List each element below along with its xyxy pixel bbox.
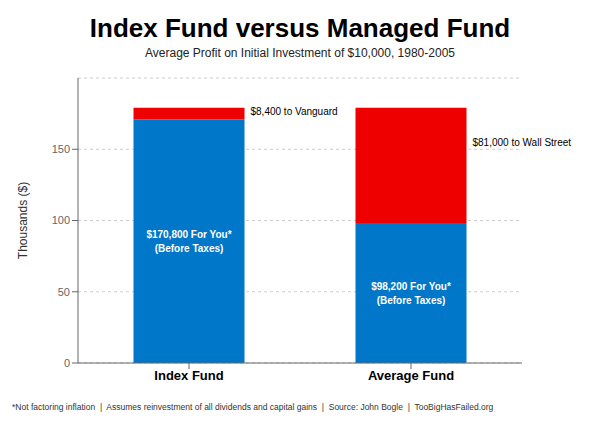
svg-text:$8,400 to Vanguard: $8,400 to Vanguard [251, 106, 338, 117]
svg-text:$98,200 For You*(Before Taxes): $98,200 For You*(Before Taxes) [371, 281, 451, 306]
svg-text:150: 150 [52, 143, 70, 155]
svg-text:100: 100 [52, 214, 70, 226]
svg-text:50: 50 [58, 286, 70, 298]
svg-text:0: 0 [64, 357, 70, 369]
svg-text:Index Fund: Index Fund [154, 368, 223, 383]
html-text:*Not factoring inflation | Ass: *Not factoring inflation | Assumes reinv… [12, 402, 494, 412]
svg-text:Average Fund: Average Fund [368, 368, 454, 383]
html-text:Index Fund versus Managed Fund: Index Fund versus Managed Fund [89, 13, 511, 43]
html-text:Average Profit on Initial Inve: Average Profit on Initial Investment of … [145, 46, 455, 60]
svg-text:Thousands ($): Thousands ($) [16, 182, 30, 259]
svg-text:$81,000 to Wall Street: $81,000 to Wall Street [473, 137, 572, 148]
svg-text:$170,800 For You*(Before Taxes: $170,800 For You*(Before Taxes) [146, 229, 231, 254]
